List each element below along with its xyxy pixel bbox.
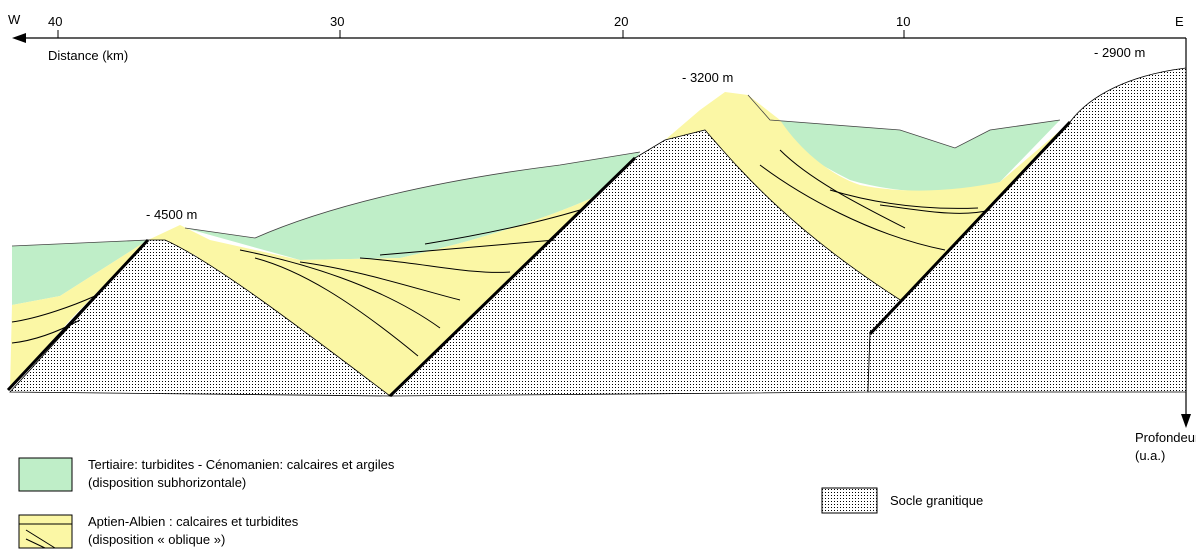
layer-boundaries: [11, 94, 1061, 247]
strata-lines: [11, 149, 991, 357]
faults: [6, 120, 1072, 398]
tick-label-10: 10: [896, 14, 910, 29]
legend: Tertiaire: turbidites - Cénomanien: calc…: [18, 457, 983, 549]
peak-label-east: - 2900 m: [1094, 45, 1145, 60]
depth-unit-label: (u.a.): [1135, 448, 1165, 463]
legend-aptian-line1: Aptien-Albien : calcaires et turbidites: [88, 514, 299, 529]
axis-arrow-west-icon: [12, 33, 26, 43]
socle-block-west: [9, 239, 392, 397]
fault-east: [868, 120, 1072, 336]
tertiary-layer-middle: [185, 152, 640, 260]
section-body: [6, 67, 1187, 398]
west-label: W: [8, 12, 21, 27]
legend-swatch-tertiary: [18, 457, 73, 492]
legend-swatch-socle: [821, 487, 878, 514]
fault-west: [6, 238, 150, 392]
aptian-layer-middle: [148, 158, 635, 396]
axis-arrow-down-icon: [1181, 414, 1191, 428]
legend-tertiary-line1: Tertiaire: turbidites - Cénomanien: calc…: [88, 457, 395, 472]
tertiary-layer-east: [770, 120, 1060, 192]
legend-tertiary-line2: (disposition subhorizontale): [88, 475, 246, 490]
tertiary-layer-west: [12, 240, 148, 305]
distance-label: Distance (km): [48, 48, 128, 63]
peak-label-west: - 4500 m: [146, 207, 197, 222]
legend-aptian-line2: (disposition « oblique »): [88, 532, 225, 547]
depth-label: Profondeur: [1135, 430, 1196, 445]
peak-label-center: - 3200 m: [682, 70, 733, 85]
tick-label-30: 30: [330, 14, 344, 29]
distance-axis: W 40 30 20 10 E Distance (km): [8, 12, 1186, 63]
socle-block-east: [867, 67, 1187, 393]
fault-center: [388, 156, 637, 398]
aptian-layer-east: [665, 92, 1070, 303]
legend-socle: Socle granitique: [890, 493, 983, 508]
tick-label-20: 20: [614, 14, 628, 29]
legend-swatch-aptian: [18, 514, 73, 549]
aptian-layer-west: [10, 240, 148, 390]
east-label: E: [1175, 14, 1184, 29]
tick-label-40: 40: [48, 14, 62, 29]
